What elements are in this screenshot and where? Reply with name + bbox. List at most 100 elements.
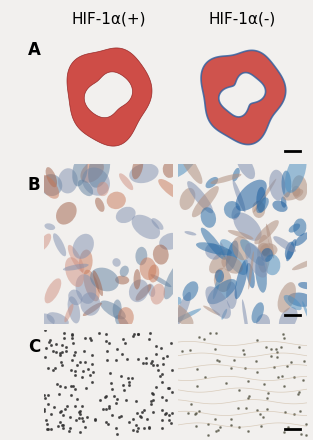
Ellipse shape: [281, 197, 286, 208]
Ellipse shape: [174, 292, 191, 326]
Ellipse shape: [292, 259, 313, 270]
Ellipse shape: [215, 270, 224, 282]
Ellipse shape: [97, 182, 109, 196]
Ellipse shape: [302, 301, 310, 321]
Ellipse shape: [182, 281, 198, 301]
Ellipse shape: [53, 233, 66, 257]
Ellipse shape: [107, 192, 126, 209]
Ellipse shape: [266, 224, 274, 258]
Ellipse shape: [261, 248, 273, 262]
Ellipse shape: [293, 218, 306, 236]
Ellipse shape: [205, 286, 231, 319]
Ellipse shape: [68, 245, 84, 272]
Ellipse shape: [78, 180, 93, 196]
Ellipse shape: [278, 282, 296, 313]
Ellipse shape: [285, 242, 295, 260]
Ellipse shape: [151, 218, 163, 230]
Ellipse shape: [196, 242, 232, 255]
Ellipse shape: [234, 260, 248, 299]
Ellipse shape: [175, 297, 182, 305]
Ellipse shape: [281, 171, 291, 198]
Ellipse shape: [295, 232, 309, 246]
Ellipse shape: [245, 243, 268, 278]
Ellipse shape: [159, 233, 182, 250]
Text: C: C: [28, 338, 40, 356]
Ellipse shape: [84, 270, 100, 301]
Ellipse shape: [75, 274, 96, 304]
Ellipse shape: [286, 239, 296, 261]
Ellipse shape: [206, 177, 218, 188]
Ellipse shape: [118, 307, 134, 327]
Ellipse shape: [44, 224, 55, 230]
Ellipse shape: [272, 201, 288, 212]
Ellipse shape: [228, 230, 254, 239]
Ellipse shape: [220, 242, 227, 258]
Ellipse shape: [147, 283, 155, 297]
Ellipse shape: [256, 198, 269, 213]
Ellipse shape: [209, 249, 232, 273]
Ellipse shape: [246, 263, 255, 288]
Ellipse shape: [253, 179, 276, 213]
Ellipse shape: [90, 268, 119, 291]
Ellipse shape: [213, 271, 222, 299]
Ellipse shape: [256, 314, 270, 331]
Ellipse shape: [187, 181, 213, 213]
Ellipse shape: [180, 188, 195, 210]
Ellipse shape: [168, 308, 201, 325]
Ellipse shape: [269, 170, 285, 201]
Ellipse shape: [100, 301, 126, 319]
Ellipse shape: [136, 247, 147, 265]
Ellipse shape: [73, 234, 94, 259]
Ellipse shape: [201, 207, 216, 228]
Ellipse shape: [165, 301, 193, 326]
Ellipse shape: [120, 266, 129, 277]
Text: HIF-1α(+): HIF-1α(+): [71, 12, 146, 27]
Ellipse shape: [95, 198, 105, 212]
Ellipse shape: [273, 236, 296, 252]
Ellipse shape: [210, 174, 241, 184]
Ellipse shape: [221, 256, 243, 274]
Ellipse shape: [201, 227, 226, 260]
Ellipse shape: [113, 300, 122, 319]
Ellipse shape: [288, 293, 313, 307]
Ellipse shape: [56, 202, 77, 224]
Ellipse shape: [115, 315, 129, 331]
Ellipse shape: [224, 201, 241, 219]
Ellipse shape: [140, 257, 156, 280]
Ellipse shape: [79, 249, 93, 274]
Ellipse shape: [47, 312, 69, 326]
Ellipse shape: [116, 207, 136, 223]
Ellipse shape: [178, 147, 203, 184]
Ellipse shape: [151, 284, 165, 304]
Ellipse shape: [252, 302, 264, 323]
Ellipse shape: [150, 274, 172, 287]
Ellipse shape: [233, 180, 245, 212]
Ellipse shape: [285, 152, 306, 193]
Ellipse shape: [80, 160, 104, 183]
Ellipse shape: [82, 168, 110, 196]
Ellipse shape: [252, 201, 265, 218]
Ellipse shape: [35, 313, 55, 328]
Ellipse shape: [115, 275, 129, 285]
Ellipse shape: [236, 153, 255, 179]
Ellipse shape: [39, 175, 59, 199]
Text: A: A: [28, 41, 41, 59]
Ellipse shape: [226, 282, 237, 309]
Ellipse shape: [63, 264, 89, 271]
Ellipse shape: [240, 239, 265, 266]
Ellipse shape: [283, 189, 303, 201]
Ellipse shape: [258, 243, 270, 256]
Ellipse shape: [222, 309, 227, 319]
Ellipse shape: [112, 258, 121, 267]
Ellipse shape: [226, 240, 239, 271]
Ellipse shape: [132, 156, 143, 180]
Text: B: B: [28, 176, 40, 194]
Ellipse shape: [214, 268, 231, 292]
Ellipse shape: [203, 305, 220, 315]
Ellipse shape: [72, 155, 88, 187]
Ellipse shape: [38, 234, 51, 251]
Ellipse shape: [164, 264, 182, 299]
PathPatch shape: [67, 48, 152, 146]
Ellipse shape: [292, 186, 300, 197]
Ellipse shape: [80, 292, 100, 316]
